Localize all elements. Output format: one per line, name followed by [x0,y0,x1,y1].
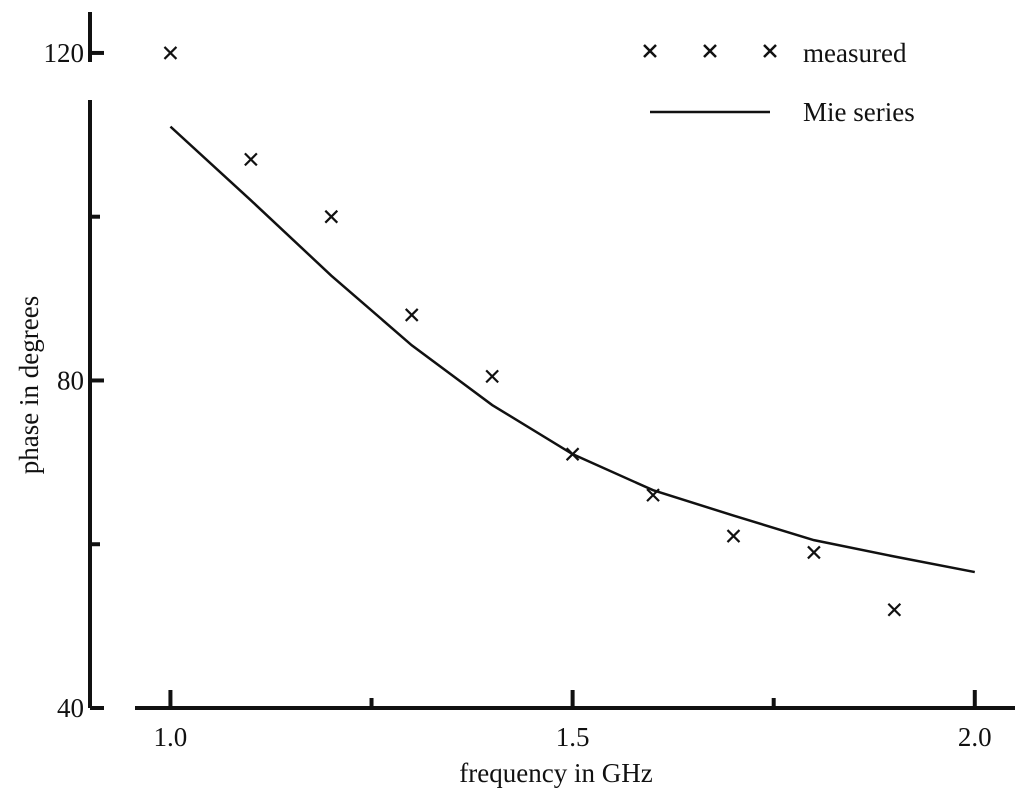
line [169,125,976,574]
x-tick-label: 2.0 [958,722,992,752]
marker [726,529,741,543]
y-axis-label: phase in degrees [14,296,44,474]
x-axis-label: frequency in GHz [459,758,652,788]
x-tick-label: 1.0 [154,722,188,752]
legend-label: measured [803,38,907,68]
legend-marker [763,44,777,58]
y-tick-label: 120 [44,38,85,68]
legend-label: Mie series [803,97,915,127]
marker [404,308,419,322]
y-tick-label: 40 [57,693,84,723]
y-tick-label: 80 [57,365,84,395]
legend-marker [643,44,657,58]
marker [244,152,258,167]
marker [807,545,821,560]
marker [887,602,902,617]
marker [163,46,178,60]
marker [485,369,499,384]
x-tick-label: 1.5 [556,722,590,752]
legend-marker [703,44,717,58]
marker [324,209,339,224]
